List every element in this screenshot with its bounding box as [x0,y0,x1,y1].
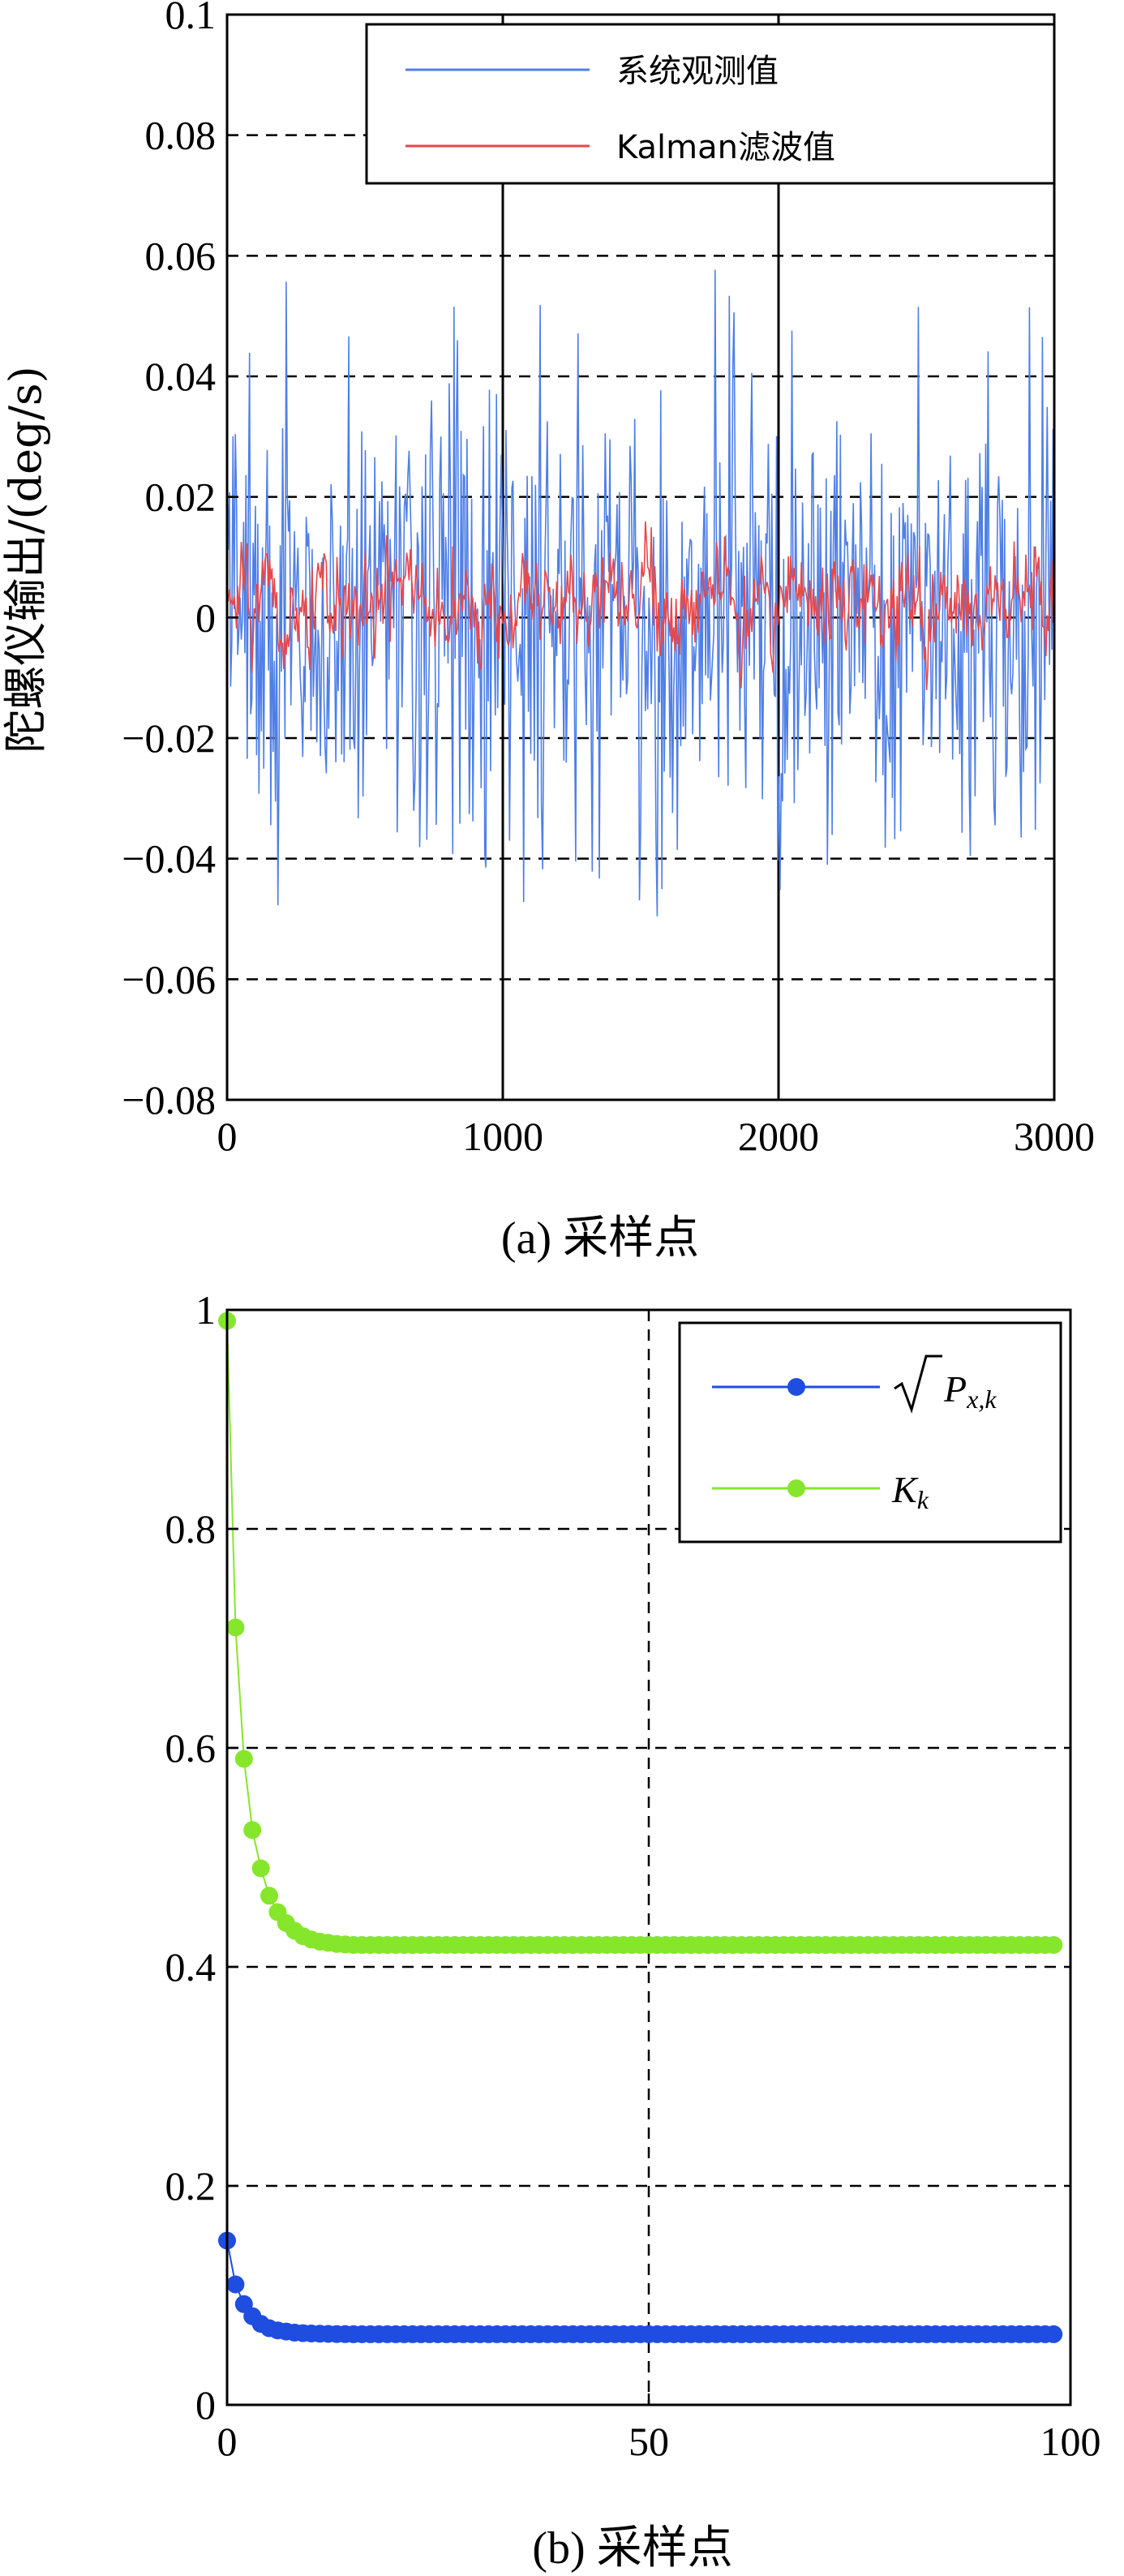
chart-b-caption: (b) 采样点 [532,2523,732,2574]
chart-b-legend: Px,k Kk [678,1321,1062,1543]
x-tick-label: 1000 [462,1114,543,1159]
legend-label-k: Kk [891,1469,929,1514]
legend-marker-p [787,1378,805,1396]
series-kalman-line [226,521,1055,690]
legend-label-observed: 系统观测值 [616,53,779,90]
series-observed-line [226,269,1055,917]
y-tick-label: 0.08 [145,113,217,158]
legend-marker-k [787,1479,805,1497]
chart-a-series [226,269,1055,917]
series-1-point [260,1887,278,1905]
series-0-point [1045,2325,1063,2343]
y-tick-label: 0.04 [145,354,217,399]
series-1-point [1045,1936,1063,1954]
y-tick-label: −0.08 [122,1077,216,1123]
y-tick-label: 0 [195,595,216,640]
y-tick-label: −0.04 [122,836,216,882]
x-tick-label: 2000 [738,1114,819,1159]
chart-a-legend-box [365,23,1056,185]
y-tick-label: 0.4 [165,1944,217,1990]
y-tick-label: 0.2 [165,2163,217,2209]
chart-a-y-ticks: 0.1 0.08 0.06 0.04 0.02 0 −0.02 −0.04 −0.06 −0.08 [122,0,238,1123]
sqrt-symbol [894,1355,942,1414]
x-tick-label: 0 [217,2419,238,2464]
y-tick-label: 0.1 [165,0,217,37]
series-1-point [243,1821,262,1840]
x-tick-label: 100 [1040,2419,1101,2464]
x-tick-label: 50 [628,2419,669,2464]
y-tick-label: 0.06 [145,233,217,278]
y-tick-label: −0.06 [122,956,216,1002]
y-tick-label: 0.8 [165,1506,217,1552]
chart-b: 1 0.8 0.6 0.4 0.2 0 0 50 100 (b) 采样点 Px,k Kk [165,1287,1101,2574]
chart-b-y-ticks: 1 0.8 0.6 0.4 0.2 0 [165,1287,238,2428]
chart-a-frame [225,13,1056,1101]
chart-b-series [218,1312,1063,2343]
y-tick-label: 1 [195,1287,216,1333]
chart-a-caption: (a) 采样点 [501,1213,699,1264]
x-tick-label: 0 [217,1114,238,1159]
series-1-point [234,1750,253,1768]
chart-a-y-axis-label: 陀螺仪输出/(deg/s) [0,366,51,753]
legend-label-p: Px,k [943,1368,997,1414]
chart-b-legend-box [678,1321,1062,1543]
x-tick-label: 3000 [1014,1114,1095,1159]
y-tick-label: 0 [195,2382,216,2428]
y-tick-label: −0.02 [122,715,216,761]
y-tick-label: 0.6 [165,1725,217,1771]
legend-label-kalman: Kalman滤波值 [616,129,835,166]
series-1-point [251,1859,270,1878]
series-1-point [226,1618,245,1637]
chart-b-x-ticks: 0 50 100 [217,2394,1101,2464]
series-0-point [226,2275,245,2294]
chart-a-x-ticks: 0 1000 2000 3000 [217,1088,1095,1159]
y-tick-label: 0.02 [145,474,217,520]
series-0-line [226,2240,1054,2335]
chart-a-legend: 系统观测值 Kalman滤波值 [365,23,1056,185]
chart-a: 0.1 0.08 0.06 0.04 0.02 0 −0.02 −0.04 −0.06 −0.08… [0,0,1095,1264]
